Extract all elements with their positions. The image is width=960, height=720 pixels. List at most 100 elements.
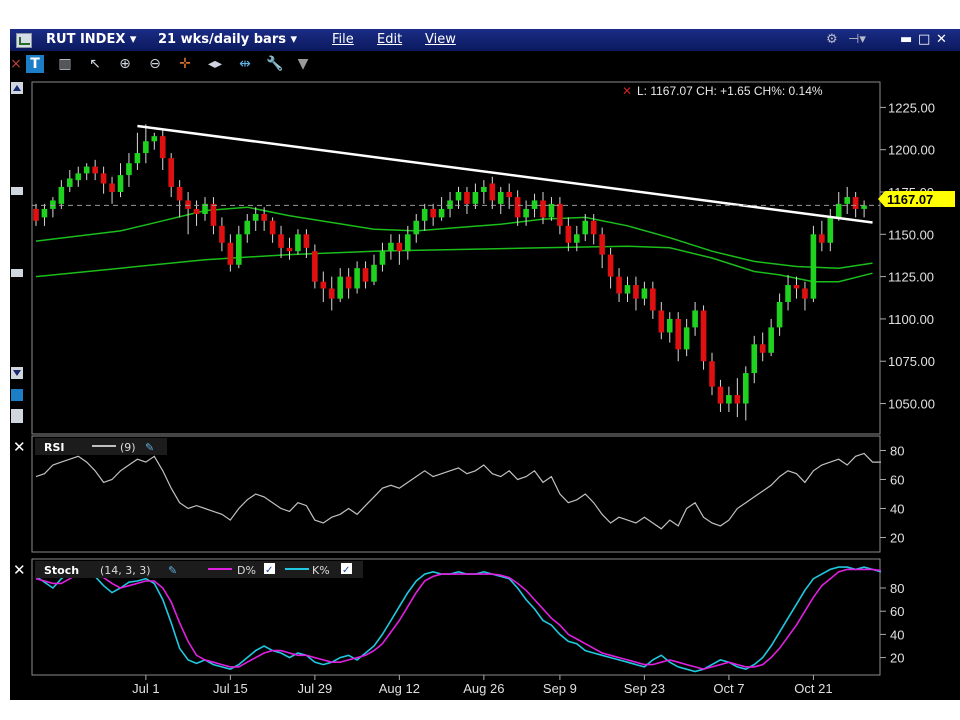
expand-icon[interactable]: ⇹ — [239, 56, 251, 72]
candle-5 — [75, 166, 82, 187]
scale-button[interactable] — [11, 389, 23, 401]
candle-body-86 — [759, 344, 766, 353]
candle-2 — [50, 197, 56, 218]
candle-body-94 — [827, 217, 834, 243]
candle-8 — [100, 166, 107, 194]
candle-body-37 — [345, 276, 352, 289]
shrink-icon[interactable]: ◂▸ — [207, 56, 223, 72]
candle-92 — [810, 225, 817, 302]
x-tick-label-7: Oct 7 — [713, 681, 744, 696]
candle-66 — [590, 214, 597, 245]
candle-body-57 — [514, 197, 521, 218]
candle-64 — [574, 225, 580, 252]
rsi-settings-icon[interactable]: ✎ — [145, 441, 154, 454]
candle-39 — [362, 261, 369, 289]
stoch-panel — [31, 558, 881, 676]
candle-1 — [41, 203, 48, 226]
candle-body-68 — [607, 254, 614, 277]
candle-body-77 — [683, 327, 690, 350]
close-toolbar-icon[interactable]: × — [10, 56, 22, 72]
wrench-icon[interactable]: 🔧 — [266, 56, 284, 72]
candle-body-22 — [219, 225, 225, 243]
stoch-legend-bg — [35, 561, 363, 578]
zoom-out-icon[interactable]: ⊖ — [149, 56, 161, 72]
readout-close-icon[interactable]: ✕ — [622, 84, 632, 98]
candle-90 — [793, 276, 800, 299]
stoch-tick-label-0: 80 — [890, 581, 904, 596]
candle-body-84 — [743, 373, 749, 404]
k-checkbox[interactable] — [341, 563, 352, 574]
close-icon[interactable]: ✕ — [936, 32, 947, 47]
scroll-handle-top[interactable] — [11, 187, 23, 195]
candle-91 — [802, 281, 808, 311]
candle-body-33 — [312, 251, 318, 282]
rsi-line — [35, 452, 881, 530]
candle-body-21 — [210, 203, 217, 226]
candle-84 — [743, 366, 749, 421]
candle-42 — [388, 234, 394, 260]
candle-body-13 — [143, 141, 149, 154]
trendline[interactable] — [137, 124, 873, 224]
menu-edit[interactable]: Edit — [377, 32, 402, 47]
lock-icon[interactable] — [11, 409, 23, 423]
candles — [33, 124, 867, 421]
x-axis: Jul 1 Jul 15 Jul 29 Aug 12 Aug 26 Sep 9 Sep 23… — [132, 675, 833, 696]
zoom-in-icon[interactable]: ⊕ — [119, 56, 131, 72]
menu-view[interactable]: View — [425, 32, 456, 47]
chart-area: 1225.001200.001175.001150.001125.001100.… — [11, 81, 955, 696]
candle-body-39 — [362, 268, 369, 282]
candle-body-96 — [844, 197, 850, 204]
candle-body-40 — [371, 264, 377, 282]
x-tick-label-3: Aug 12 — [379, 681, 420, 696]
candle-85 — [751, 335, 758, 384]
candle-body-54 — [489, 183, 496, 201]
candle-body-98 — [861, 205, 867, 209]
candle-body-23 — [227, 242, 234, 265]
maximize-icon[interactable]: □ — [918, 32, 931, 47]
stoch-d-line — [35, 568, 882, 671]
candle-80 — [709, 352, 715, 396]
menu-edit-label: Edit — [377, 32, 403, 47]
candle-body-62 — [557, 203, 563, 226]
menu-file[interactable]: File — [332, 32, 354, 47]
candle-body-9 — [109, 183, 115, 192]
candle-3 — [58, 180, 65, 209]
candle-69 — [616, 268, 622, 302]
candle-body-41 — [379, 251, 386, 265]
candle-body-87 — [768, 327, 774, 353]
rsi-label: RSI — [44, 441, 65, 454]
candle-76 — [675, 312, 681, 362]
candle-body-25 — [244, 220, 251, 235]
crosshair-icon[interactable]: ✛ — [179, 56, 191, 72]
pin-icon[interactable]: ⊣▾ — [848, 32, 866, 47]
rsi-panel — [31, 435, 881, 553]
title-bar: RUT INDEX ▾ 21 wks/daily bars ▾ File Edi… — [10, 29, 960, 51]
text-tool-icon[interactable]: T — [26, 55, 44, 73]
candle-97 — [852, 192, 859, 218]
stoch-tick-label-3: 20 — [890, 651, 904, 666]
candle-body-7 — [92, 166, 98, 174]
candle-body-5 — [75, 173, 82, 181]
candle-body-51 — [464, 192, 470, 204]
candle-29 — [278, 225, 284, 258]
rsi-close-icon[interactable]: ✕ — [13, 438, 26, 456]
stoch-close-icon[interactable]: ✕ — [13, 561, 26, 579]
link-group-icon[interactable]: ⚙ — [826, 32, 838, 47]
d-checkbox[interactable] — [264, 563, 275, 574]
minimize-icon[interactable]: ▬ — [900, 32, 913, 47]
more-dropdown-icon[interactable]: ▼ — [297, 56, 309, 72]
candle-body-38 — [354, 268, 360, 289]
candle-body-89 — [785, 285, 791, 302]
candle-body-47 — [430, 208, 436, 218]
scroll-handle-bottom[interactable] — [11, 269, 23, 277]
candle-93 — [819, 220, 825, 252]
candle-body-59 — [531, 200, 538, 209]
stoch-settings-icon[interactable]: ✎ — [168, 564, 177, 577]
candle-81 — [717, 379, 724, 412]
candle-56 — [506, 183, 512, 209]
candle-86 — [759, 332, 766, 362]
bar-type-icon[interactable]: ▥ — [58, 56, 72, 72]
symbol-dropdown[interactable]: RUT INDEX ▾ — [46, 32, 137, 47]
cursor-icon[interactable]: ↖ — [89, 56, 101, 72]
period-dropdown[interactable]: 21 wks/daily bars ▾ — [158, 32, 298, 47]
